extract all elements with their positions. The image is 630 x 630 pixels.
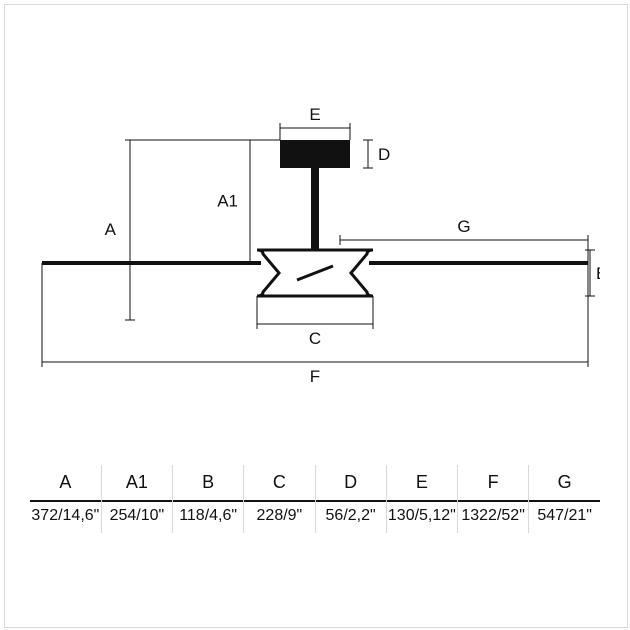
svg-text:C: C [309,329,321,348]
svg-text:D: D [378,145,390,164]
col-header: G [529,465,600,499]
col-header: B [173,465,244,499]
dim-value: 547/21" [529,499,600,533]
dim-value: 56/2,2" [315,499,386,533]
svg-text:A: A [105,220,117,239]
svg-text:G: G [457,217,470,236]
col-header: F [458,465,529,499]
col-header: D [315,465,386,499]
dim-value: 254/10" [101,499,172,533]
svg-text:B: B [596,264,600,283]
svg-text:E: E [309,105,320,124]
dim-value: 1322/52" [458,499,529,533]
col-header: E [386,465,457,499]
dim-value: 228/9" [244,499,315,533]
col-header: C [244,465,315,499]
dim-value: 130/5,12" [386,499,457,533]
col-header: A1 [101,465,172,499]
dim-value: 372/14,6" [30,499,101,533]
svg-text:A1: A1 [217,192,238,211]
dimension-diagram: A A1 B C D E F G [30,100,600,430]
col-header: A [30,465,101,499]
dimensions-table: AA1BCDEFG 372/14,6"254/10"118/4,6"228/9"… [30,465,600,533]
svg-text:F: F [310,367,320,386]
dim-value: 118/4,6" [173,499,244,533]
